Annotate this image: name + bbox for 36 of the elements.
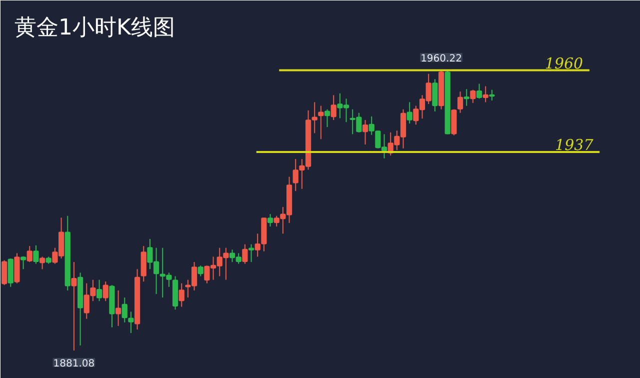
- candlestick: [39, 256, 46, 270]
- candlestick: [432, 78, 438, 112]
- candlestick: [451, 108, 457, 136]
- candlestick: [8, 258, 14, 288]
- candlestick: [267, 214, 274, 228]
- candlestick: [96, 279, 102, 302]
- candlestick: [20, 256, 26, 270]
- candlestick: [464, 88, 470, 106]
- chart-title: 黄金1小时K线图: [14, 16, 175, 40]
- ref-line-label: 1960: [544, 54, 584, 72]
- candlestick: [33, 244, 39, 264]
- candlestick: [406, 102, 412, 124]
- candlestick: [330, 94, 336, 120]
- annotation: 1881.08: [53, 358, 95, 370]
- ref-line-label: 1937: [555, 136, 594, 154]
- candlestick: [470, 89, 476, 104]
- candlestick: [122, 297, 128, 323]
- annotation: 1960.22: [420, 53, 462, 64]
- candlestick: [248, 244, 254, 263]
- candlestick: [115, 290, 122, 326]
- candlestick: [242, 244, 248, 264]
- candlestick: [362, 119, 368, 145]
- candlestick: [318, 105, 324, 140]
- candlestick: [324, 108, 330, 128]
- candlestick: [457, 91, 464, 114]
- candlestick: [128, 311, 134, 334]
- candlestick: [476, 83, 482, 100]
- candlestick: [482, 86, 488, 103]
- candlestick: [140, 246, 146, 282]
- candlestick: [26, 246, 32, 263]
- candlestick: [102, 281, 108, 302]
- candlestick: [71, 262, 77, 352]
- candlestick: [489, 89, 495, 101]
- candlestick: [198, 265, 204, 277]
- candlestick: [178, 282, 184, 308]
- candlestick: [1, 260, 8, 286]
